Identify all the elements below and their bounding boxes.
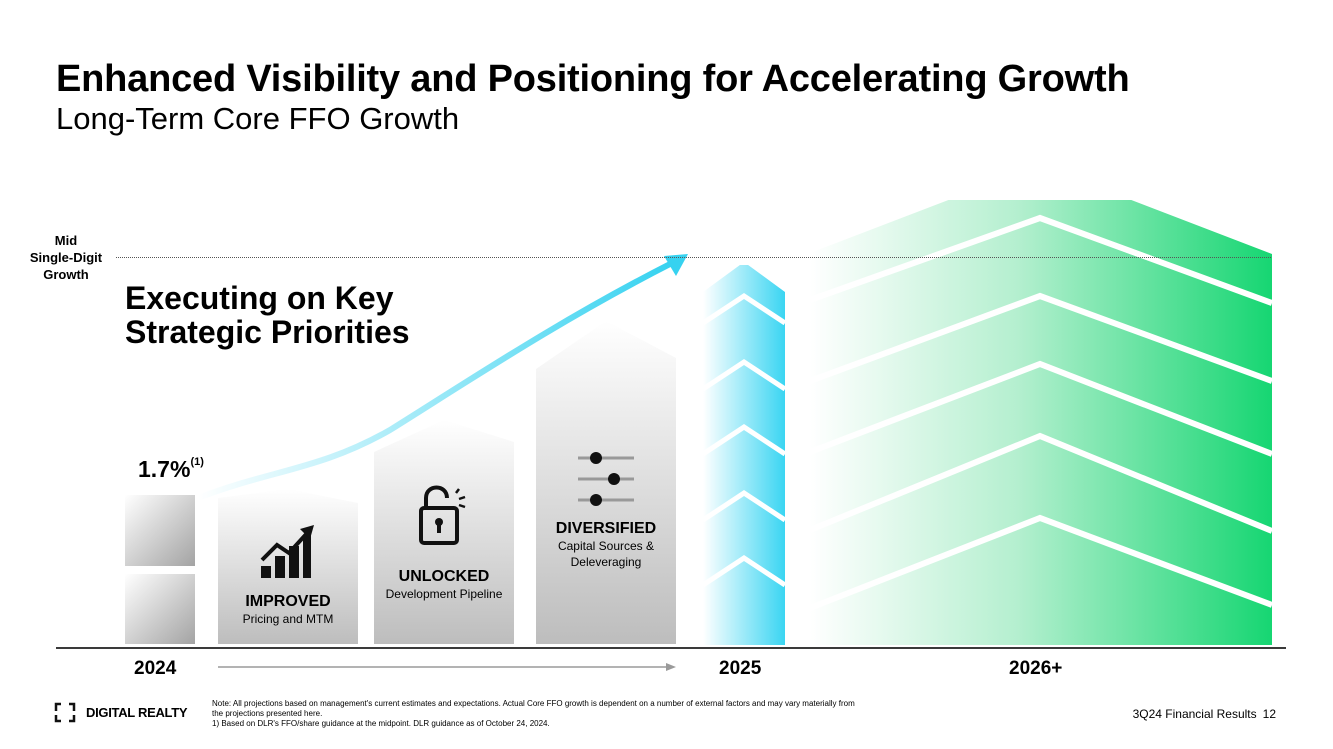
report-name: 3Q24 Financial Results (1132, 707, 1257, 721)
bar-improved (218, 489, 358, 644)
page-number: 12 (1262, 707, 1276, 721)
year-2025: 2025 (719, 658, 762, 679)
growth-level-label-line: Single-Digit (29, 250, 103, 265)
timeline-axis (56, 647, 1286, 649)
baseline-block-bottom (125, 574, 195, 644)
brand-logo-text: DIGITAL REALTY (86, 705, 188, 720)
priority-title: DIVERSIFIED (555, 520, 657, 537)
priority-subtitle: Pricing and MTM (242, 612, 334, 626)
strategic-headline-line: Strategic Priorities (125, 314, 410, 350)
strategic-headline-line: Executing on Key (125, 280, 394, 316)
column-2025 (701, 262, 787, 645)
bar-unlocked (374, 420, 514, 644)
growth-level-label-line: Mid (54, 233, 78, 248)
footnote: Note: All projections based on managemen… (212, 699, 1012, 729)
sliders-icon (578, 452, 634, 506)
page-subtitle: Long-Term Core FFO Growth (56, 101, 460, 136)
priority-title: UNLOCKED (398, 568, 490, 585)
page-title: Enhanced Visibility and Positioning for … (56, 58, 1130, 100)
growth-arrow-line (195, 260, 675, 501)
growth-arrow-head (664, 254, 688, 276)
year-2026-plus: 2026+ (1009, 658, 1063, 679)
growth-level-label-line: Growth (43, 267, 89, 282)
current-growth-number: 1.7% (138, 456, 191, 482)
priority-unlocked-label: UNLOCKED Development Pipeline (374, 568, 514, 602)
logo-icon (54, 702, 76, 723)
baseline-block-top (125, 495, 195, 566)
year-2024: 2024 (134, 658, 177, 679)
bar-diversified (536, 321, 676, 644)
priority-title: IMPROVED (245, 593, 331, 610)
growth-chart-icon (260, 525, 314, 578)
footnote-line: the projections presented here. (212, 709, 323, 718)
priority-subtitle: Development Pipeline (385, 587, 503, 601)
growth-level-label: Mid Single-Digit Growth (14, 232, 118, 283)
growth-level-dotted-line (116, 257, 1271, 258)
footnote-ref: (1) (190, 456, 204, 468)
current-growth-value: 1.7%(1) (138, 456, 204, 483)
report-label: 3Q24 Financial Results 12 (1133, 707, 1276, 721)
priority-subtitle: Capital Sources & (557, 539, 655, 553)
strategic-headline: Executing on Key Strategic Priorities (125, 281, 410, 349)
footnote-line: Note: All projections based on managemen… (212, 699, 855, 708)
priority-improved-label: IMPROVED Pricing and MTM (218, 593, 358, 627)
column-2026 (808, 165, 1274, 645)
footnote-line: 1) Based on DLR's FFO/share guidance at … (212, 719, 550, 728)
unlocked-padlock-icon (419, 485, 466, 545)
priority-subtitle: Deleveraging (570, 555, 642, 569)
priority-diversified-label: DIVERSIFIED Capital Sources & Deleveragi… (526, 520, 686, 570)
